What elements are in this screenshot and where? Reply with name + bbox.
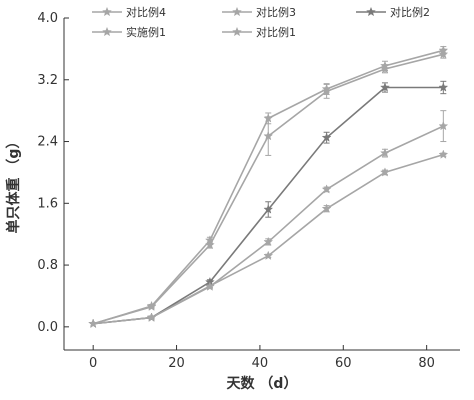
data-point-star-icon <box>263 236 274 247</box>
legend-label: 实施例1 <box>126 25 166 39</box>
data-point-star-icon <box>321 203 332 213</box>
axes: 0.0 0.8 1.6 2.4 3.2 4.0 0 20 40 60 80 <box>37 11 460 371</box>
y-axis-title: 单只体重 （g） <box>5 135 22 234</box>
legend-star-icon <box>232 6 242 17</box>
data-point-star-icon <box>380 147 390 158</box>
legend-star-icon <box>102 26 112 37</box>
data-point-star-icon <box>438 82 449 92</box>
x-tick-label: 20 <box>168 356 185 371</box>
y-tick-label: 0.8 <box>37 258 58 273</box>
data-point-star-icon <box>380 167 390 177</box>
x-axis-title: 天数 （d） <box>227 375 298 392</box>
x-ticks: 0 20 40 60 80 <box>89 345 435 371</box>
legend-label: 对比例3 <box>256 5 296 19</box>
data-point-star-icon <box>380 82 390 92</box>
legend-label: 对比例1 <box>256 25 296 39</box>
y-tick-label: 4.0 <box>37 11 58 26</box>
y-tick-label: 0.0 <box>37 320 58 335</box>
x-tick-label: 40 <box>252 356 269 371</box>
series-line <box>92 53 444 325</box>
data-point-star-icon <box>146 301 157 311</box>
data-point-star-icon <box>88 318 99 328</box>
legend-star-icon <box>102 6 112 17</box>
data-point-star-icon <box>321 184 332 194</box>
data-point-star-icon <box>438 120 449 131</box>
y-tick-label: 1.6 <box>37 196 58 211</box>
x-tick-label: 0 <box>89 356 97 371</box>
data-point-star-icon <box>380 63 390 74</box>
legend-item: 对比例2 <box>356 5 430 19</box>
legend-label: 对比例4 <box>126 5 166 19</box>
legend-item: 对比例4 <box>92 5 166 19</box>
series-line <box>92 49 444 325</box>
y-tick-label: 3.2 <box>37 73 58 88</box>
legend-star-icon <box>232 26 242 37</box>
legend-star-icon <box>366 6 376 17</box>
y-tick-label: 2.4 <box>37 135 58 150</box>
legend: 对比例4 对比例3 对比例2 实施例1 对比例1 <box>92 5 430 39</box>
data-point-star-icon <box>146 312 157 322</box>
legend-item: 对比例3 <box>222 5 296 19</box>
x-tick-label: 80 <box>418 356 435 371</box>
legend-item: 对比例1 <box>222 25 296 39</box>
series-5 <box>88 110 449 328</box>
data-point-star-icon <box>438 49 449 59</box>
legend-item: 实施例1 <box>92 25 166 39</box>
series-layer <box>88 45 449 328</box>
data-point-star-icon <box>204 239 215 250</box>
data-point-star-icon <box>321 132 332 142</box>
x-tick-label: 60 <box>335 356 352 371</box>
data-point-star-icon <box>438 149 449 159</box>
series-4 <box>88 49 449 328</box>
data-point-star-icon <box>263 204 274 214</box>
y-ticks: 0.0 0.8 1.6 2.4 3.2 4.0 <box>37 11 69 335</box>
legend-label: 对比例2 <box>390 5 430 19</box>
data-point-star-icon <box>263 130 274 141</box>
data-point-star-icon <box>263 250 274 261</box>
data-point-star-icon <box>204 281 215 291</box>
data-point-star-icon <box>321 86 332 96</box>
